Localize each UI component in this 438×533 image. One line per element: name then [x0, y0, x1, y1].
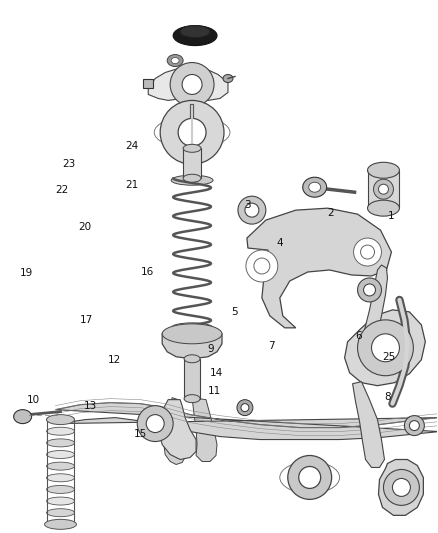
Circle shape: [170, 62, 214, 107]
Ellipse shape: [171, 323, 213, 333]
Ellipse shape: [46, 508, 74, 516]
Circle shape: [392, 479, 410, 496]
Text: 9: 9: [207, 344, 214, 354]
Circle shape: [254, 258, 270, 274]
Circle shape: [137, 406, 173, 441]
Ellipse shape: [46, 474, 74, 482]
Circle shape: [371, 334, 399, 362]
Bar: [184, 359, 200, 399]
Circle shape: [246, 250, 278, 282]
Ellipse shape: [46, 450, 74, 458]
Circle shape: [404, 416, 424, 435]
Circle shape: [182, 75, 202, 94]
Ellipse shape: [45, 519, 77, 529]
Polygon shape: [364, 265, 388, 334]
Circle shape: [288, 456, 332, 499]
Polygon shape: [353, 382, 385, 467]
Circle shape: [410, 421, 419, 431]
Text: 21: 21: [125, 180, 138, 190]
Circle shape: [160, 100, 224, 164]
Ellipse shape: [223, 75, 233, 83]
Bar: [367, 170, 399, 208]
Polygon shape: [148, 67, 228, 100]
Ellipse shape: [173, 26, 217, 46]
Text: 20: 20: [78, 222, 92, 232]
Ellipse shape: [183, 174, 201, 182]
Circle shape: [299, 466, 321, 488]
Text: 16: 16: [140, 267, 154, 277]
Ellipse shape: [309, 182, 321, 192]
Bar: [143, 79, 153, 88]
Text: 19: 19: [20, 268, 34, 278]
Ellipse shape: [171, 58, 179, 63]
Text: 2: 2: [327, 208, 334, 219]
Text: 12: 12: [108, 354, 121, 365]
Text: 4: 4: [277, 238, 283, 247]
Circle shape: [237, 400, 253, 416]
Ellipse shape: [367, 200, 399, 216]
Ellipse shape: [171, 175, 213, 185]
Circle shape: [374, 179, 393, 199]
Text: 7: 7: [268, 341, 275, 351]
Polygon shape: [247, 208, 392, 328]
Circle shape: [241, 403, 249, 411]
Ellipse shape: [162, 324, 222, 344]
Polygon shape: [345, 310, 425, 386]
Ellipse shape: [183, 144, 201, 152]
Ellipse shape: [14, 410, 32, 424]
Ellipse shape: [46, 486, 74, 494]
Circle shape: [357, 278, 381, 302]
Ellipse shape: [180, 26, 210, 38]
Circle shape: [245, 203, 259, 217]
Text: 6: 6: [355, 330, 362, 341]
Polygon shape: [158, 400, 196, 459]
Text: 11: 11: [208, 386, 221, 397]
Ellipse shape: [46, 439, 74, 447]
Ellipse shape: [46, 415, 74, 425]
Text: 22: 22: [55, 185, 68, 196]
Text: 3: 3: [244, 200, 251, 211]
Circle shape: [384, 470, 419, 505]
Polygon shape: [56, 402, 438, 440]
Text: 15: 15: [134, 429, 147, 439]
Polygon shape: [192, 398, 217, 462]
Ellipse shape: [367, 162, 399, 178]
Ellipse shape: [184, 394, 200, 402]
Text: 8: 8: [384, 392, 390, 402]
Text: 10: 10: [27, 395, 40, 406]
Ellipse shape: [303, 177, 327, 197]
Circle shape: [238, 196, 266, 224]
Circle shape: [360, 245, 374, 259]
Text: 25: 25: [383, 352, 396, 362]
Text: 23: 23: [63, 159, 76, 169]
Ellipse shape: [46, 416, 74, 424]
Text: 17: 17: [80, 314, 93, 325]
Text: 24: 24: [125, 141, 138, 151]
Circle shape: [378, 184, 389, 194]
Circle shape: [357, 320, 413, 376]
Text: 1: 1: [388, 211, 395, 221]
Circle shape: [178, 118, 206, 147]
Polygon shape: [163, 398, 186, 464]
Ellipse shape: [46, 462, 74, 470]
Circle shape: [364, 284, 375, 296]
Ellipse shape: [184, 355, 200, 363]
Text: 13: 13: [84, 401, 97, 411]
Circle shape: [353, 238, 381, 266]
Ellipse shape: [46, 497, 74, 505]
Polygon shape: [162, 328, 222, 359]
Ellipse shape: [167, 54, 183, 67]
Circle shape: [146, 415, 164, 433]
Ellipse shape: [46, 427, 74, 435]
Ellipse shape: [46, 520, 74, 528]
Text: 14: 14: [210, 368, 223, 378]
Text: 5: 5: [231, 306, 237, 317]
Polygon shape: [378, 459, 424, 515]
Bar: [183, 148, 201, 178]
